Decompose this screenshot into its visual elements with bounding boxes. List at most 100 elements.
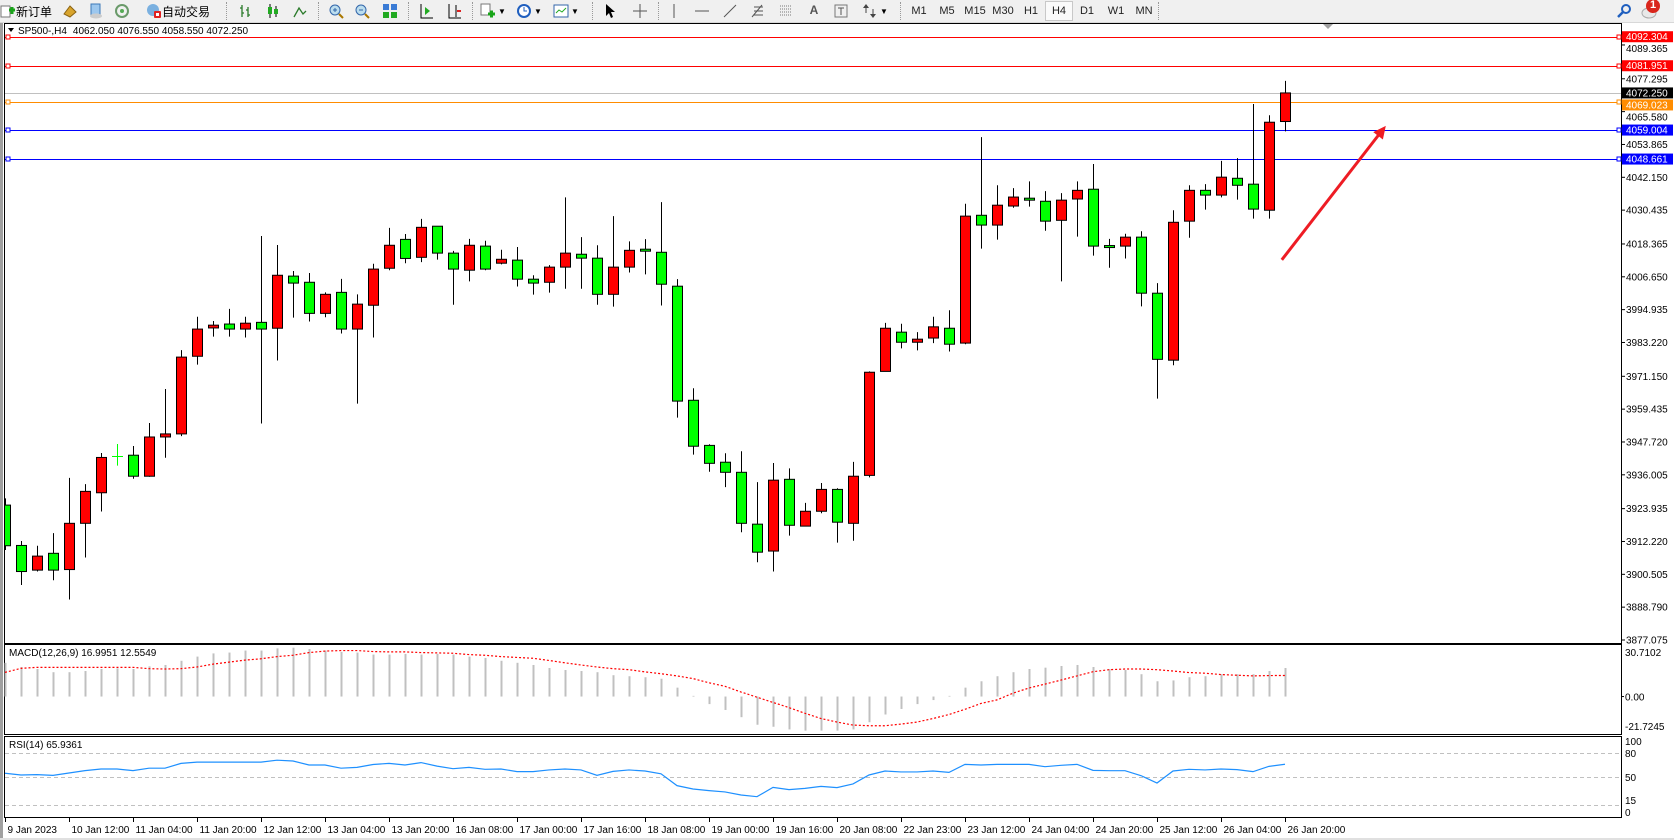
candle-body: [256, 321, 267, 330]
period-w1-button[interactable]: W1: [1107, 5, 1125, 17]
time-tick-label: 25 Jan 12:00: [1160, 825, 1218, 836]
hline-price-label-bg: [1622, 124, 1673, 136]
candle-body: [64, 522, 75, 571]
gold-button[interactable]: [62, 2, 78, 20]
notification-icon: 1: [1640, 0, 1662, 20]
candle: [1072, 181, 1083, 237]
trendline-button[interactable]: [722, 2, 738, 20]
horizontal-line-button[interactable]: [694, 2, 710, 20]
candle: [496, 249, 507, 265]
macd-histogram-bar: [180, 660, 183, 697]
auto-scroll-button[interactable]: [418, 2, 434, 20]
period-m1-button[interactable]: M1: [911, 5, 927, 17]
bar-chart-button[interactable]: [238, 2, 254, 20]
line-chart-button[interactable]: [292, 2, 308, 20]
candle: [1040, 191, 1051, 231]
candle: [1232, 158, 1243, 200]
candle: [448, 250, 459, 305]
period-d1-button[interactable]: D1: [1079, 5, 1095, 17]
signals-button[interactable]: [114, 2, 130, 20]
channel-icon: [778, 3, 794, 19]
arrows-button[interactable]: ▼: [862, 2, 888, 20]
candle: [96, 452, 107, 512]
candle: [1248, 104, 1259, 219]
zoom-in-button[interactable]: [328, 2, 344, 20]
price-tick-label: 3888.790: [1626, 603, 1668, 614]
macd-histogram-bar: [1044, 667, 1047, 697]
new-order-button[interactable]: 新订单: [0, 2, 52, 20]
cursor-button[interactable]: [602, 2, 618, 20]
hline-price-label: 4059.004: [1626, 126, 1668, 137]
candle: [1120, 233, 1131, 259]
fibonacci-button[interactable]: [750, 2, 766, 20]
divider: [658, 2, 660, 20]
market-watch-button[interactable]: [88, 2, 104, 20]
macd-histogram-bar: [36, 669, 39, 697]
macd-histogram-bar: [372, 654, 375, 697]
macd-histogram-bar: [20, 667, 23, 697]
templates-button[interactable]: ▼: [553, 2, 579, 20]
chevron-down-icon: ▼: [571, 6, 579, 16]
macd-histogram-bar: [548, 668, 551, 697]
macd-histogram-bar: [1204, 676, 1207, 697]
macd-histogram-bar: [1108, 669, 1111, 697]
candle: [944, 310, 955, 352]
macd-histogram-bar: [692, 695, 695, 697]
period-m15-button[interactable]: M15: [964, 5, 986, 17]
main-chart-frame: [4, 23, 1622, 644]
candle: [5, 498, 11, 550]
chart-shift-button[interactable]: [446, 2, 462, 20]
candle: [16, 540, 27, 585]
notification-button[interactable]: 1: [1640, 0, 1662, 20]
periods-button[interactable]: ▼: [516, 2, 542, 20]
candle-body: [992, 204, 1003, 226]
time-tick-label: 17 Jan 00:00: [520, 825, 578, 836]
search-button[interactable]: [1616, 2, 1632, 20]
vertical-line-button[interactable]: [666, 2, 682, 20]
channel-button[interactable]: [778, 2, 794, 20]
candle-body: [800, 510, 811, 527]
candle-body: [544, 266, 555, 283]
chevron-down-icon: ▼: [880, 6, 888, 16]
candle: [464, 238, 475, 282]
macd-histogram-bar: [852, 696, 855, 730]
period-mn-button[interactable]: MN: [1135, 5, 1153, 17]
zoom-out-button[interactable]: [354, 2, 370, 20]
divider: [318, 2, 320, 20]
price-tick-label: 3947.720: [1626, 437, 1668, 448]
period-m5-button[interactable]: M5: [939, 5, 955, 17]
candle: [368, 263, 379, 338]
candle-body: [816, 488, 827, 512]
collapse-triangle-icon: [8, 28, 14, 32]
time-tick-label: 24 Jan 04:00: [1032, 825, 1090, 836]
indicators-button[interactable]: ▼: [480, 2, 506, 20]
text-label-button[interactable]: [833, 2, 849, 20]
auto-trading-button[interactable]: 自动交易: [146, 2, 210, 20]
fibonacci-icon: [750, 3, 766, 19]
candle-body: [1216, 176, 1227, 196]
ohlc-label: 4062.050 4076.550 4058.550 4072.250: [73, 26, 249, 37]
period-m30-button[interactable]: M30: [992, 5, 1014, 17]
macd-histogram-bar: [452, 654, 455, 697]
candle: [208, 320, 219, 337]
vertical-line-icon: [666, 3, 682, 19]
period-h1-button[interactable]: H1: [1023, 5, 1039, 17]
macd-histogram-bar: [244, 650, 247, 697]
auto-trading-icon: [146, 3, 162, 19]
candle-body: [592, 257, 603, 295]
crosshair-button[interactable]: [632, 2, 648, 20]
candle-body: [576, 253, 587, 259]
time-tick-label: 11 Jan 04:00: [136, 825, 194, 836]
candle: [272, 244, 283, 361]
rsi-tick-label: 50: [1625, 773, 1637, 784]
text-button[interactable]: A: [806, 2, 822, 20]
candles-layer: [5, 37, 1621, 600]
tile-windows-icon: [382, 3, 398, 19]
tile-windows-button[interactable]: [382, 2, 398, 20]
candlestick-button[interactable]: [265, 2, 281, 20]
period-h4-button[interactable]: H4: [1045, 1, 1073, 21]
candle: [1136, 231, 1147, 307]
current-price-label-bg: [1622, 87, 1673, 99]
candle: [560, 197, 571, 289]
